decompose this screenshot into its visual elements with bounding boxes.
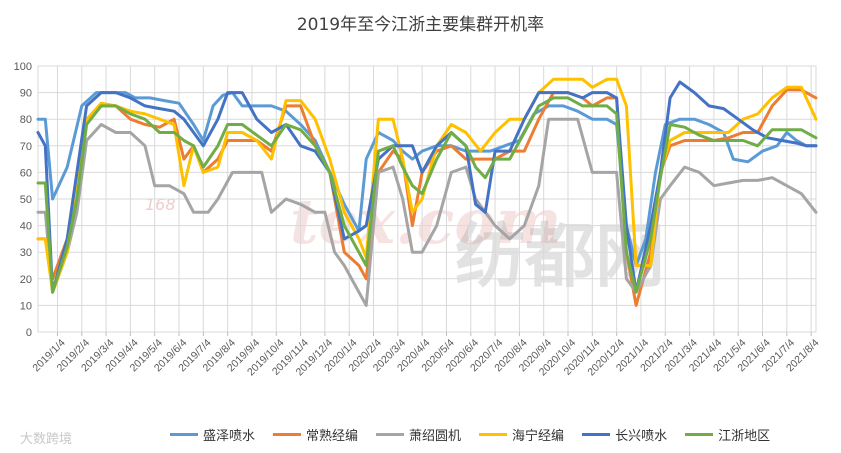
legend-label: 海宁经编	[512, 428, 565, 444]
series-line-萧绍圆机	[36, 117, 818, 307]
legend-swatch	[479, 432, 508, 436]
legend-swatch	[376, 432, 405, 436]
y-tick-label: 30	[20, 247, 32, 259]
legend-item: 海宁经编	[479, 425, 564, 444]
legend-label: 常熟经编	[306, 428, 359, 444]
watermark-footer-text: 大数跨境	[20, 432, 73, 447]
watermark-badge: 168	[145, 195, 176, 214]
legend-item: 萧绍圆机	[376, 425, 461, 444]
series-line-盛泽喷水	[36, 91, 818, 267]
legend-item: 常熟经编	[273, 425, 358, 444]
series-line-常熟经编	[36, 88, 818, 307]
legend-label: 盛泽喷水	[203, 428, 256, 444]
y-tick-label: 70	[20, 141, 32, 153]
legend-item: 江浙地区	[685, 425, 770, 444]
legend-swatch	[273, 432, 302, 436]
y-tick-label: 80	[20, 114, 32, 126]
legend-swatch	[170, 432, 198, 436]
y-tick-label: 100	[14, 61, 32, 73]
legend-swatch	[582, 432, 611, 436]
legend-label: 江浙地区	[718, 428, 771, 444]
y-tick-label: 10	[20, 300, 32, 312]
chart-legend: 盛泽喷水 常熟经编 萧绍圆机 海宁经编 长兴喷水 江浙地区	[170, 424, 770, 444]
y-tick-label: 40	[20, 221, 32, 233]
legend-item: 长兴喷水	[582, 425, 667, 444]
series-line-江浙地区	[36, 96, 818, 294]
legend-label: 萧绍圆机	[409, 428, 462, 444]
legend-item: 盛泽喷水	[170, 425, 255, 444]
legend-label: 长兴喷水	[615, 428, 668, 444]
y-tick-label: 90	[20, 88, 32, 100]
y-tick-label: 50	[20, 194, 32, 206]
series-line-长兴喷水	[36, 80, 818, 294]
series-line-海宁经编	[36, 77, 818, 294]
chart-title: 2019年至今江浙主要集群开机率	[296, 15, 545, 35]
y-tick-label: 60	[20, 167, 32, 179]
y-tick-label: 0	[26, 327, 32, 339]
y-tick-label: 20	[20, 274, 32, 286]
legend-swatch	[685, 432, 714, 436]
